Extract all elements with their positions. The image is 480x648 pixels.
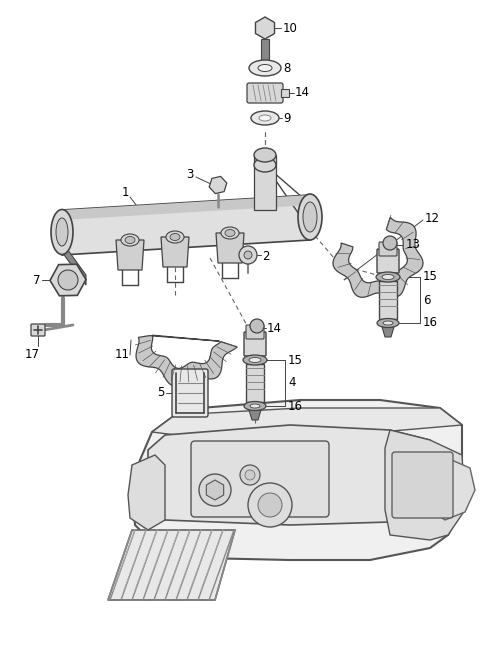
FancyBboxPatch shape (191, 441, 329, 517)
Polygon shape (430, 455, 475, 520)
Text: 8: 8 (283, 62, 290, 75)
Polygon shape (108, 530, 235, 600)
Ellipse shape (125, 237, 135, 244)
FancyBboxPatch shape (377, 249, 399, 273)
Polygon shape (132, 400, 462, 560)
Text: 14: 14 (295, 86, 310, 100)
Circle shape (248, 483, 292, 527)
Ellipse shape (251, 111, 279, 125)
Circle shape (240, 465, 260, 485)
Bar (281, 89, 289, 97)
Circle shape (58, 270, 78, 290)
Text: 3: 3 (186, 168, 193, 181)
Ellipse shape (249, 60, 281, 76)
Polygon shape (152, 408, 462, 438)
Ellipse shape (244, 402, 266, 410)
Text: 6: 6 (423, 294, 431, 307)
Text: 10: 10 (283, 21, 298, 34)
Polygon shape (136, 335, 237, 386)
Text: 13: 13 (406, 238, 421, 251)
Text: 14: 14 (267, 321, 282, 334)
Circle shape (245, 470, 255, 480)
Polygon shape (161, 237, 189, 267)
Text: 5: 5 (156, 386, 164, 400)
Ellipse shape (166, 231, 184, 243)
Text: 16: 16 (423, 316, 438, 329)
Polygon shape (116, 240, 144, 270)
Circle shape (250, 319, 264, 333)
FancyBboxPatch shape (246, 325, 264, 339)
Ellipse shape (170, 233, 180, 240)
FancyBboxPatch shape (31, 324, 45, 336)
Text: 1: 1 (122, 187, 130, 200)
Ellipse shape (376, 272, 400, 282)
Text: 15: 15 (423, 270, 438, 284)
Polygon shape (62, 195, 310, 220)
Polygon shape (385, 430, 465, 540)
Ellipse shape (259, 115, 271, 121)
Circle shape (258, 493, 282, 517)
Ellipse shape (243, 355, 267, 365)
Ellipse shape (254, 148, 276, 162)
Polygon shape (249, 410, 261, 420)
Ellipse shape (303, 202, 317, 232)
Text: 12: 12 (425, 211, 440, 224)
Bar (261, 39, 269, 61)
Text: 11: 11 (115, 349, 130, 362)
Ellipse shape (254, 158, 276, 172)
Text: 2: 2 (262, 251, 269, 264)
Bar (254, 155, 276, 210)
Circle shape (383, 236, 397, 250)
Ellipse shape (298, 194, 322, 240)
Ellipse shape (250, 404, 260, 408)
FancyBboxPatch shape (172, 369, 208, 417)
Bar (379, 281, 397, 319)
Polygon shape (333, 217, 423, 297)
Circle shape (199, 474, 231, 506)
Polygon shape (62, 195, 310, 255)
FancyBboxPatch shape (379, 242, 397, 256)
Ellipse shape (56, 218, 68, 246)
Text: 7: 7 (33, 273, 40, 286)
FancyBboxPatch shape (392, 452, 453, 518)
Text: 9: 9 (283, 111, 290, 124)
Ellipse shape (258, 65, 272, 71)
Ellipse shape (51, 209, 73, 255)
Circle shape (239, 246, 257, 264)
Text: 4: 4 (288, 376, 296, 389)
Ellipse shape (225, 229, 235, 237)
Circle shape (244, 251, 252, 259)
Bar (246, 364, 264, 402)
FancyBboxPatch shape (244, 332, 266, 356)
Polygon shape (62, 242, 86, 285)
Ellipse shape (383, 321, 393, 325)
Ellipse shape (221, 227, 239, 239)
Polygon shape (148, 425, 430, 525)
Polygon shape (382, 327, 394, 337)
Polygon shape (128, 455, 165, 530)
FancyBboxPatch shape (247, 83, 283, 103)
Ellipse shape (377, 319, 399, 327)
Text: 15: 15 (288, 354, 303, 367)
Ellipse shape (249, 358, 261, 362)
Text: 17: 17 (24, 348, 39, 361)
Ellipse shape (382, 275, 394, 279)
Text: 16: 16 (288, 400, 303, 413)
Polygon shape (216, 233, 244, 263)
Ellipse shape (121, 234, 139, 246)
